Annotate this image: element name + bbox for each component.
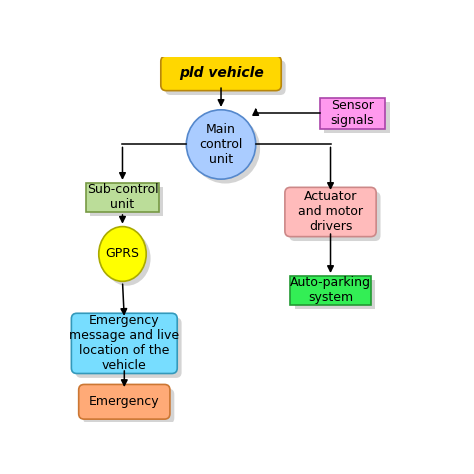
FancyBboxPatch shape (295, 280, 375, 310)
Text: Auto-parking
system: Auto-parking system (290, 276, 371, 304)
Text: Actuator
and motor
drivers: Actuator and motor drivers (298, 191, 363, 234)
FancyBboxPatch shape (285, 187, 376, 237)
FancyBboxPatch shape (289, 192, 381, 241)
Text: pld vehicle: pld vehicle (179, 66, 264, 80)
FancyBboxPatch shape (319, 98, 385, 129)
FancyBboxPatch shape (72, 313, 177, 374)
FancyBboxPatch shape (86, 183, 159, 212)
Ellipse shape (191, 114, 260, 183)
FancyBboxPatch shape (91, 187, 164, 216)
FancyBboxPatch shape (165, 60, 286, 95)
Text: Sub-control
unit: Sub-control unit (87, 183, 158, 211)
FancyBboxPatch shape (324, 102, 390, 133)
FancyBboxPatch shape (291, 276, 371, 305)
Text: Main
control
unit: Main control unit (200, 123, 243, 166)
FancyBboxPatch shape (76, 318, 182, 378)
FancyBboxPatch shape (79, 384, 170, 419)
FancyBboxPatch shape (83, 389, 174, 423)
Ellipse shape (103, 231, 151, 286)
Text: Emergency
message and live
location of the
vehicle: Emergency message and live location of t… (69, 314, 179, 373)
Text: GPRS: GPRS (106, 247, 139, 261)
Text: Sensor
signals: Sensor signals (330, 100, 374, 128)
FancyBboxPatch shape (161, 56, 281, 91)
Text: Emergency: Emergency (89, 395, 160, 408)
Ellipse shape (99, 227, 146, 282)
Ellipse shape (186, 110, 255, 179)
